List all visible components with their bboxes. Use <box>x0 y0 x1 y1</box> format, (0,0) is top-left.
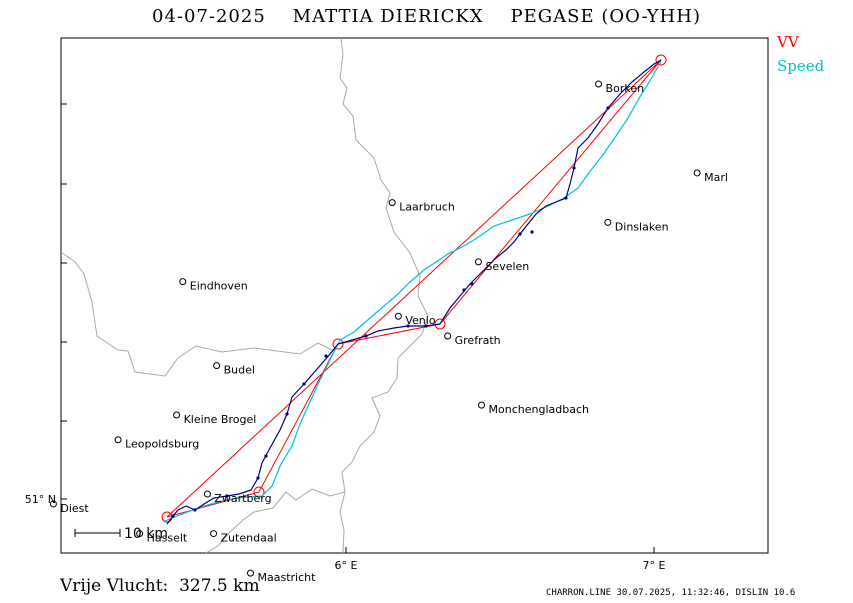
city-marker <box>595 80 603 88</box>
footer-credit: CHARRON.LINE 30.07.2025, 11:32:46, DISLI… <box>546 588 796 598</box>
city-label: Budel <box>224 364 255 377</box>
city-marker <box>388 199 396 207</box>
city-marker <box>247 569 255 577</box>
city-diest: Diest <box>49 500 89 515</box>
city-monchengladbach: Monchengladbach <box>478 401 589 416</box>
country-borders <box>60 37 429 554</box>
city-budel: Budel <box>213 362 255 377</box>
city-marker <box>604 218 612 226</box>
city-marker <box>210 530 218 538</box>
city-label: Grefrath <box>455 334 501 347</box>
city-grefrath: Grefrath <box>444 332 501 347</box>
city-marker <box>394 312 402 320</box>
city-label: Diest <box>60 502 89 515</box>
city-marker <box>478 401 486 409</box>
gps-track <box>166 59 662 525</box>
city-label: Borken <box>606 82 645 95</box>
cities-layer: Borken Marl Dinslaken Laarbruch Sevelen Eindh… <box>49 80 728 584</box>
scale-bar: 10 km <box>74 526 168 542</box>
city-label: Maastricht <box>258 571 317 584</box>
city-zutendaal: Zutendaal <box>210 530 277 545</box>
city-label: Leopoldsburg <box>125 438 199 451</box>
city-borken: Borken <box>595 80 645 95</box>
scale-bar-label: 10 km <box>124 526 168 542</box>
city-label: Laarbruch <box>399 201 455 214</box>
free-flight-distance: Vrije Vlucht: 327.5 km <box>60 576 260 596</box>
city-marker <box>136 530 144 538</box>
y-tick-51n: 51° N <box>25 493 56 506</box>
task-lines <box>166 59 662 518</box>
city-label: Monchengladbach <box>489 403 589 416</box>
city-label: Eindhoven <box>190 280 248 293</box>
city-marker <box>179 278 187 286</box>
frame-ticks <box>61 103 655 553</box>
map-frame <box>60 37 769 554</box>
city-marker <box>203 490 211 498</box>
speed-trace <box>164 61 662 522</box>
city-sevelen: Sevelen <box>474 258 529 273</box>
legend-speed: Speed <box>777 57 825 75</box>
city-label: Sevelen <box>485 260 529 273</box>
city-laarbruch: Laarbruch <box>388 199 455 214</box>
city-marker <box>444 332 452 340</box>
city-label: Hasselt <box>147 532 188 545</box>
city-dinslaken: Dinslaken <box>604 218 669 233</box>
city-venlo: Venlo <box>394 312 436 327</box>
city-marl: Marl <box>693 169 728 184</box>
city-label: Kleine Brogel <box>184 413 257 426</box>
map-title: 04-07-2025 MATTIA DIERICKX PEGASE (OO-YH… <box>152 6 701 27</box>
legend-vv: VV <box>777 33 799 51</box>
track-fixes <box>171 106 610 518</box>
city-kleine-brogel: Kleine Brogel <box>173 411 257 426</box>
city-label: Zutendaal <box>221 532 277 545</box>
city-label: Dinslaken <box>615 220 669 233</box>
city-eindhoven: Eindhoven <box>179 278 248 293</box>
city-marker <box>173 411 181 419</box>
city-label: Zwartberg <box>214 492 271 505</box>
city-marker <box>693 169 701 177</box>
x-tick-6e: 6° E <box>335 559 358 572</box>
city-hasselt: Hasselt <box>136 530 188 545</box>
city-marker <box>114 436 122 444</box>
city-label: Marl <box>704 171 728 184</box>
city-marker <box>474 258 482 266</box>
city-zwartberg: Zwartberg <box>203 490 272 505</box>
city-marker <box>49 500 57 508</box>
city-leopoldsburg: Leopoldsburg <box>114 436 199 451</box>
x-tick-7e: 7° E <box>643 559 666 572</box>
city-label: Venlo <box>405 314 435 327</box>
city-maastricht: Maastricht <box>247 569 317 584</box>
city-marker <box>213 362 221 370</box>
